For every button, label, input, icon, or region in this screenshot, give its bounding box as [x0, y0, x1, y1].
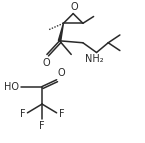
Text: F: F: [39, 121, 45, 131]
Text: O: O: [42, 58, 50, 68]
Text: NH₂: NH₂: [85, 54, 104, 64]
Text: F: F: [20, 109, 26, 119]
Polygon shape: [58, 23, 64, 41]
Text: O: O: [70, 2, 78, 12]
Text: HO: HO: [4, 82, 19, 92]
Text: F: F: [59, 109, 64, 119]
Text: O: O: [58, 68, 65, 78]
